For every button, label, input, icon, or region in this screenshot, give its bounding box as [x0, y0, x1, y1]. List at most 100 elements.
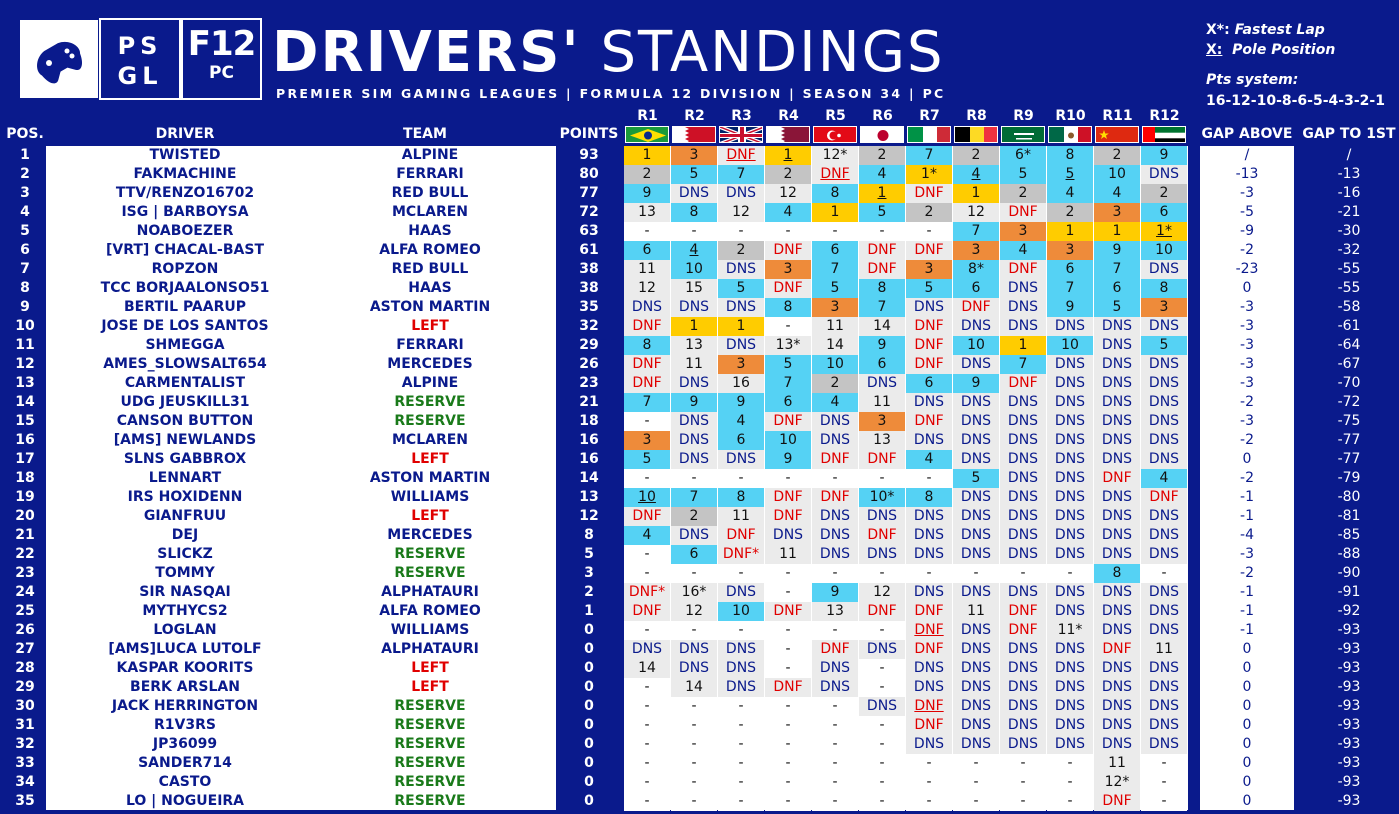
result-cell: 8 [1094, 564, 1140, 583]
result-cell: DNF [859, 241, 905, 260]
gap-to-first-cell: -21 [1337, 204, 1361, 220]
team-name: RED BULL [391, 185, 469, 201]
result-cell: DNS [812, 678, 858, 697]
result-cell: DNS [671, 374, 717, 393]
team-name: RESERVE [394, 546, 466, 562]
result-cell: DNF [906, 697, 952, 716]
page-subtitle: PREMIER SIM GAMING LEAGUES | FORMULA 12 … [276, 86, 946, 101]
result-cell: DNS [1141, 507, 1187, 526]
result-cell: DNS [1000, 317, 1046, 336]
points-cell: 8 [584, 527, 594, 543]
result-cell: 7 [1094, 260, 1140, 279]
result-cell: DNF [1094, 640, 1140, 659]
result-cell: 1 [1000, 336, 1046, 355]
team-name: RESERVE [394, 565, 466, 581]
result-cell: DNS [1094, 336, 1140, 355]
mexico-flag [1048, 126, 1092, 143]
position-cell: 8 [20, 280, 30, 296]
team-name: MCLAREN [391, 204, 469, 220]
result-cell: DNS [1047, 716, 1093, 735]
gap-to-first-cell: / [1346, 147, 1352, 163]
result-cell: - [1141, 792, 1187, 811]
team-name: FERRARI [396, 337, 464, 353]
result-cell: DNS [1000, 507, 1046, 526]
team-name: ALPHATAURI [381, 641, 479, 657]
result-cell: DNS [1141, 678, 1187, 697]
result-cell: DNS [1141, 697, 1187, 716]
gap-to-first-cell: -13 [1337, 166, 1361, 182]
result-cell: DNS [718, 583, 764, 602]
result-cell: DNS [1000, 412, 1046, 431]
result-cell: 6 [765, 393, 811, 412]
result-cell: 5 [718, 279, 764, 298]
position-cell: 2 [20, 166, 30, 182]
result-cell: DNS [718, 640, 764, 659]
result-cell: DNS [1094, 412, 1140, 431]
result-cell: - [718, 754, 764, 773]
result-cell: DNS [718, 260, 764, 279]
result-cell: DNS [812, 412, 858, 431]
points-cell: 12 [579, 508, 599, 524]
result-cell: - [812, 792, 858, 811]
driver-name: KASPAR KOORITS [116, 660, 254, 676]
gap-to-first-cell: -55 [1337, 280, 1361, 296]
gap-above-cell: -3 [1240, 185, 1254, 201]
position-cell: 29 [15, 679, 35, 695]
result-cell: 10 [765, 431, 811, 450]
result-cell: 13* [765, 336, 811, 355]
result-cell: - [624, 469, 670, 488]
turkey-flag [813, 126, 857, 143]
result-cell: 16* [671, 583, 717, 602]
result-cell: 7 [812, 260, 858, 279]
result-cell: DNF [1000, 621, 1046, 640]
result-cell: DNS [1047, 393, 1093, 412]
result-cell: 2 [1000, 184, 1046, 203]
result-cell: 12 [671, 602, 717, 621]
gap-above-cell: 0 [1242, 679, 1252, 695]
result-cell: 8* [953, 260, 999, 279]
result-cell: DNS [906, 659, 952, 678]
driver-name: CARMENTALIST [124, 375, 246, 391]
result-cell: 13 [671, 336, 717, 355]
team-name: ASTON MARTIN [369, 299, 491, 315]
table-row: 23 TOMMY RESERVE 3- - - - - - - - - -8- -2 -90 [0, 564, 1399, 583]
gap-to-first-cell: -93 [1337, 641, 1361, 657]
result-cell: DNS [1094, 697, 1140, 716]
position-cell: 35 [15, 793, 35, 809]
result-cell: DNS [624, 640, 670, 659]
position-cell: 17 [15, 451, 35, 467]
result-cell: DNS [1047, 355, 1093, 374]
result-cell: DNS [671, 659, 717, 678]
result-cell: 11 [859, 393, 905, 412]
result-cell: 11 [624, 260, 670, 279]
result-cell: - [765, 697, 811, 716]
result-cell: 11 [1141, 640, 1187, 659]
result-cell: 11 [812, 317, 858, 336]
position-cell: 18 [15, 470, 35, 486]
result-cell: DNS [1141, 450, 1187, 469]
page-title: DRIVERS' STANDINGS [272, 20, 945, 85]
result-cell: DNS [1000, 450, 1046, 469]
result-cell: 6 [859, 355, 905, 374]
result-cell: 5 [1000, 165, 1046, 184]
gap-to-first-cell: -93 [1337, 755, 1361, 771]
result-cell: DNS [1094, 716, 1140, 735]
position-cell: 28 [15, 660, 35, 676]
result-cell: 12 [624, 279, 670, 298]
gap-to-first-cell: -92 [1337, 603, 1361, 619]
gap-to-first-cell: -80 [1337, 489, 1361, 505]
result-cell: DNS [1047, 735, 1093, 754]
result-cell: DNF [859, 602, 905, 621]
result-cell: - [718, 621, 764, 640]
result-cell: DNS [1000, 697, 1046, 716]
result-cell: - [812, 469, 858, 488]
result-cell: DNS [859, 640, 905, 659]
position-cell: 4 [20, 204, 30, 220]
result-cell: - [624, 716, 670, 735]
result-cell: DNS [1094, 450, 1140, 469]
header-points: POINTS [559, 126, 619, 142]
result-cell: 9 [718, 393, 764, 412]
result-cell: - [765, 754, 811, 773]
result-cell: DNS [1000, 298, 1046, 317]
position-cell: 22 [15, 546, 35, 562]
